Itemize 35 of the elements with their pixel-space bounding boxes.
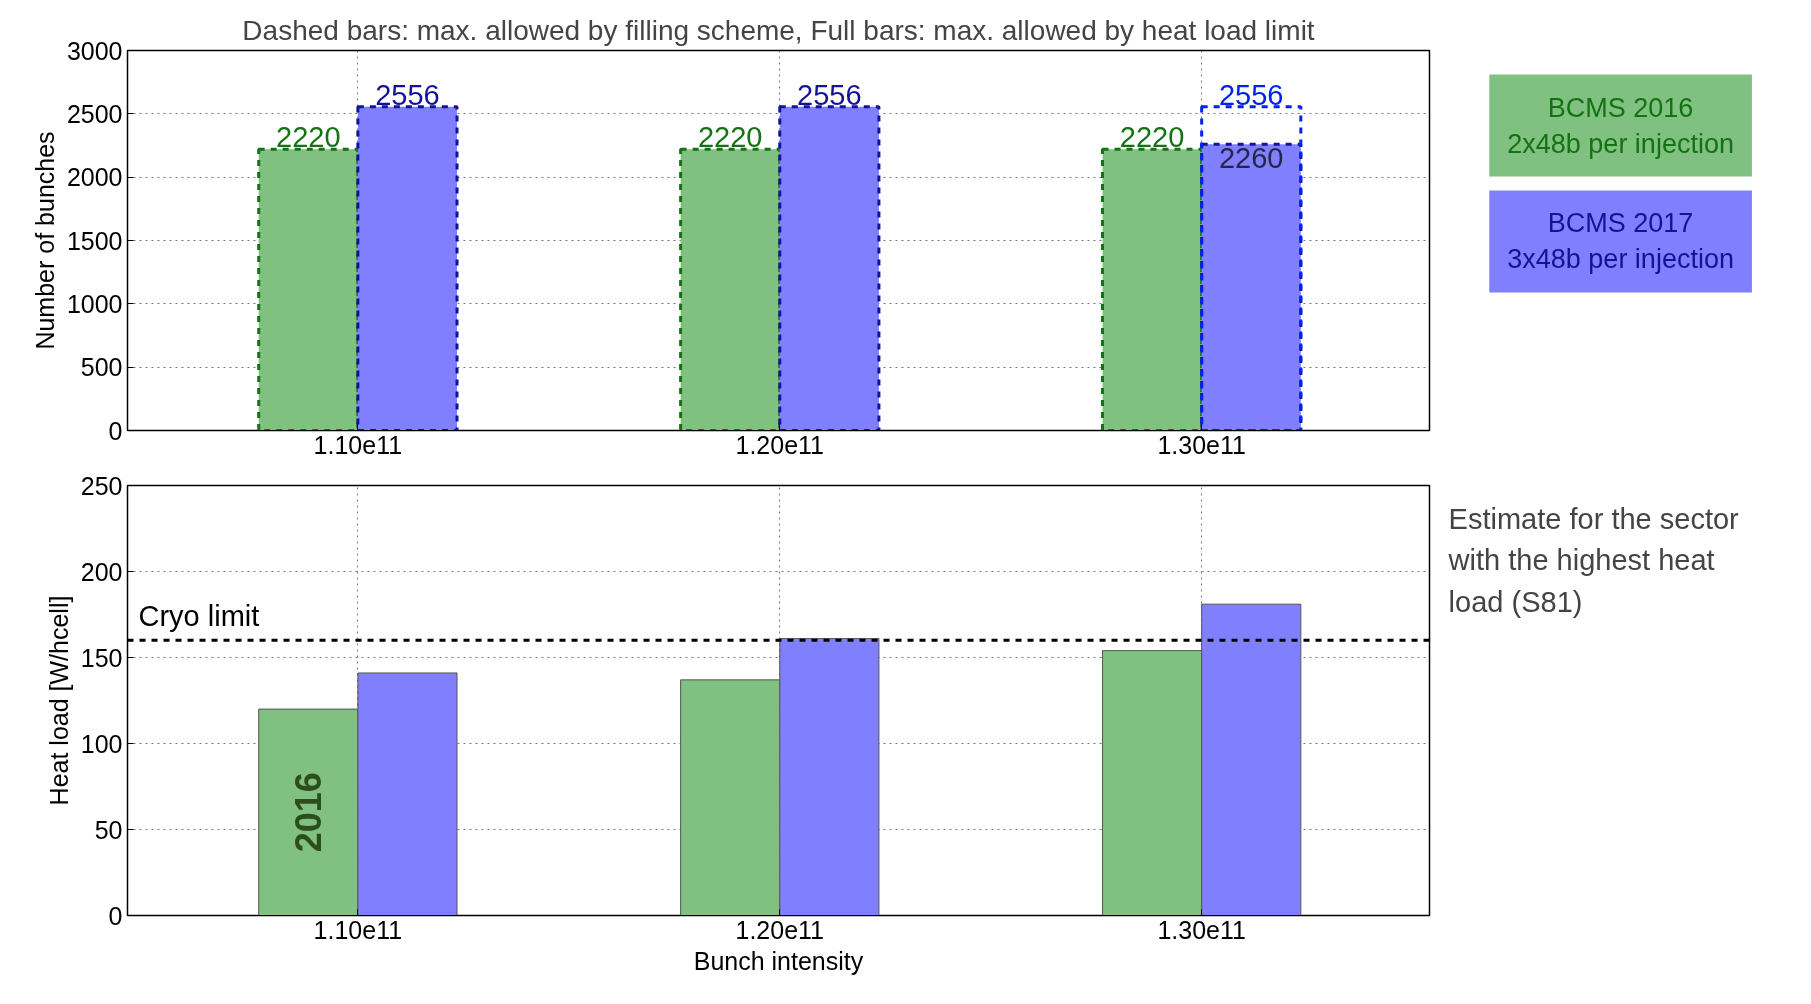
y-tick-label: 250 [80,471,123,500]
data-label: 2556 [1218,78,1284,111]
annotation: 2016 [288,772,330,853]
x-tick-label: 1.10e11 [313,430,403,459]
y-tick-label: 2500 [66,99,123,128]
y-tick-label: 3000 [66,36,123,65]
ref-line-label: Cryo limit [138,600,260,633]
y-tick-label: 50 [94,815,123,844]
x-tick-label: 1.30e11 [1157,915,1246,944]
y-tick-label: 100 [80,729,123,758]
data-label: 2260 [1218,142,1284,175]
y-tick-label: 200 [80,557,123,586]
y-tick-label: 2000 [66,163,123,192]
y-tick-label: 500 [80,353,123,382]
x-tick-label: 1.30e11 [1157,430,1246,459]
x-tick-label: 1.20e11 [735,915,825,944]
y-tick-label: 150 [80,643,123,672]
x-tick-label: 1.10e11 [313,915,403,944]
data-label: 2556 [797,78,862,111]
data-label: 2220 [1119,121,1185,154]
y-tick-label: 0 [108,901,123,930]
y-tick-label: 1000 [66,289,123,318]
text: BCMS 2017 3x48b per injection [1507,208,1734,275]
y-axis-title: Number of bunches [30,131,59,350]
x-tick-label: 1.20e11 [735,430,825,459]
y-axis-title: Heat load [W/hcell] [44,595,73,806]
data-label: 2220 [697,121,763,154]
y-tick-label: 0 [108,416,123,445]
text: Estimate for the sector with the highest heat load (S81) [1447,502,1740,618]
x-axis-title: Bunch intensity [693,946,864,975]
chart-title: Dashed bars: max. allowed by filling scheme, Full bars: max. allowed by heat load limit [242,14,1315,46]
data-label: 2220 [276,121,341,154]
data-label: 2556 [375,78,440,111]
y-tick-label: 1500 [66,226,123,255]
text: BCMS 2016 2x48b per injection [1507,92,1734,159]
